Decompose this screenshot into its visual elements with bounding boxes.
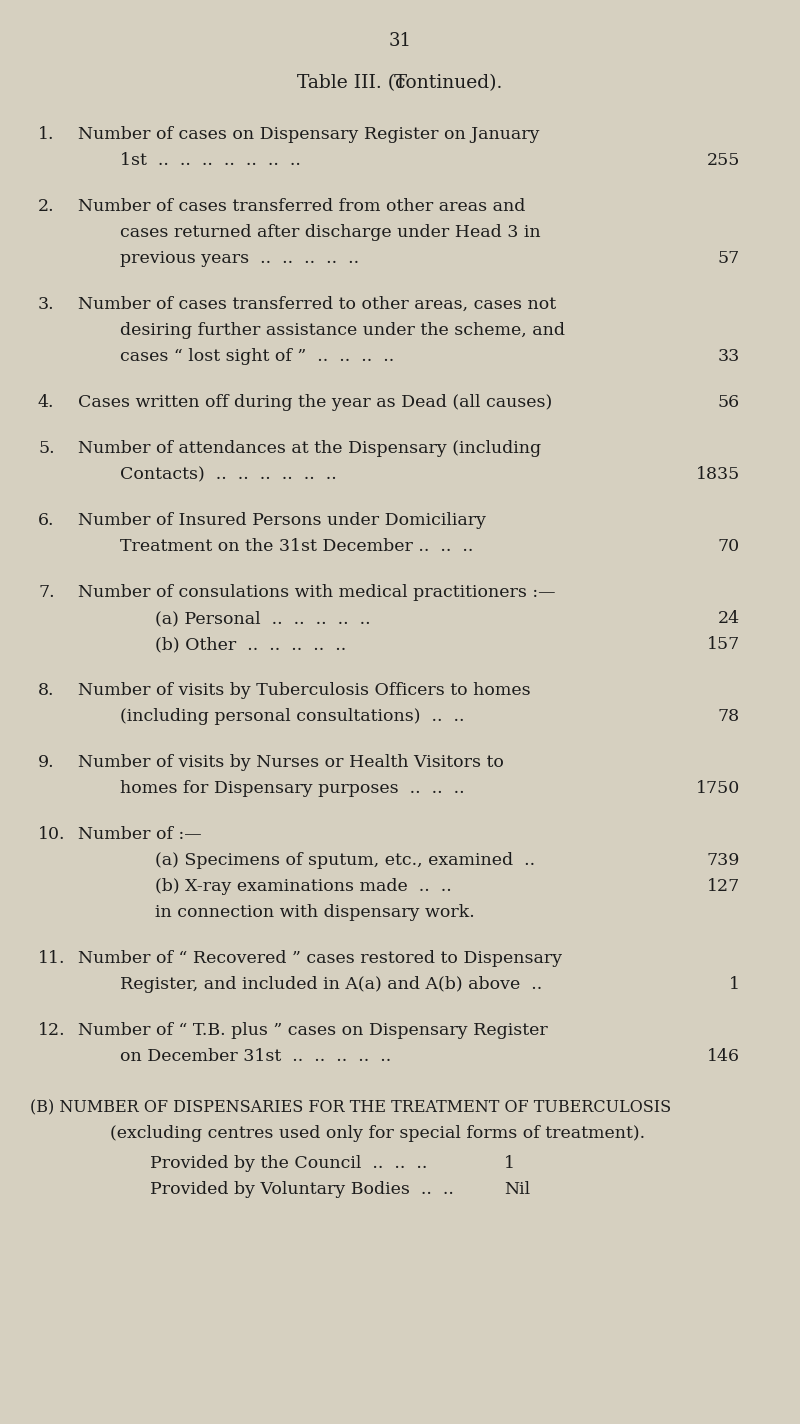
Text: Number of attendances at the Dispensary (including: Number of attendances at the Dispensary … bbox=[78, 440, 541, 457]
Text: desiring further assistance under the scheme, and: desiring further assistance under the sc… bbox=[120, 322, 565, 339]
Text: Treatment on the 31st December ..  ..  ..: Treatment on the 31st December .. .. .. bbox=[120, 538, 474, 555]
Text: Number of consulations with medical practitioners :—: Number of consulations with medical prac… bbox=[78, 584, 555, 601]
Text: in connection with dispensary work.: in connection with dispensary work. bbox=[155, 904, 474, 921]
Text: 4.: 4. bbox=[38, 394, 54, 412]
Text: Register, and included in A(a) and A(b) above  ..: Register, and included in A(a) and A(b) … bbox=[120, 975, 542, 993]
Text: previous years  ..  ..  ..  ..  ..: previous years .. .. .. .. .. bbox=[120, 251, 359, 268]
Text: Table III. (continued).: Table III. (continued). bbox=[298, 74, 502, 93]
Text: 739: 739 bbox=[706, 852, 740, 869]
Text: (a) Specimens of sputum, etc., examined  ..: (a) Specimens of sputum, etc., examined … bbox=[155, 852, 535, 869]
Text: Provided by the Council  ..  ..  ..: Provided by the Council .. .. .. bbox=[150, 1155, 427, 1172]
Text: 12.: 12. bbox=[38, 1022, 66, 1040]
Text: 57: 57 bbox=[718, 251, 740, 268]
Text: Cases written off during the year as Dead (all causes): Cases written off during the year as Dea… bbox=[78, 394, 552, 412]
Text: 127: 127 bbox=[706, 879, 740, 896]
Text: Number of :—: Number of :— bbox=[78, 826, 202, 843]
Text: 8.: 8. bbox=[38, 682, 54, 699]
Text: 157: 157 bbox=[706, 637, 740, 654]
Text: on December 31st  ..  ..  ..  ..  ..: on December 31st .. .. .. .. .. bbox=[120, 1048, 391, 1065]
Text: Nil: Nil bbox=[504, 1180, 530, 1198]
Text: 33: 33 bbox=[718, 347, 740, 365]
Text: 1: 1 bbox=[729, 975, 740, 993]
Text: Number of Insured Persons under Domiciliary: Number of Insured Persons under Domicili… bbox=[78, 513, 486, 528]
Text: 10.: 10. bbox=[38, 826, 66, 843]
Text: (excluding centres used only for special forms of treatment).: (excluding centres used only for special… bbox=[110, 1125, 645, 1142]
Text: (a) Personal  ..  ..  ..  ..  ..: (a) Personal .. .. .. .. .. bbox=[155, 609, 370, 627]
Text: (including personal consultations)  ..  ..: (including personal consultations) .. .. bbox=[120, 708, 465, 725]
Text: 56: 56 bbox=[718, 394, 740, 412]
Text: (b) X-ray examinations made  ..  ..: (b) X-ray examinations made .. .. bbox=[155, 879, 452, 896]
Text: 11.: 11. bbox=[38, 950, 66, 967]
Text: T: T bbox=[394, 74, 406, 93]
Text: 1.: 1. bbox=[38, 125, 54, 142]
Text: (b) Other  ..  ..  ..  ..  ..: (b) Other .. .. .. .. .. bbox=[155, 637, 346, 654]
Text: 70: 70 bbox=[718, 538, 740, 555]
Text: 5.: 5. bbox=[38, 440, 54, 457]
Text: 78: 78 bbox=[718, 708, 740, 725]
Text: 7.: 7. bbox=[38, 584, 54, 601]
Text: Number of “ T.B. plus ” cases on Dispensary Register: Number of “ T.B. plus ” cases on Dispens… bbox=[78, 1022, 548, 1040]
Text: (B) NUMBER OF DISPENSARIES FOR THE TREATMENT OF TUBERCULOSIS: (B) NUMBER OF DISPENSARIES FOR THE TREAT… bbox=[30, 1099, 671, 1116]
Text: 1: 1 bbox=[504, 1155, 515, 1172]
Text: cases “ lost sight of ”  ..  ..  ..  ..: cases “ lost sight of ” .. .. .. .. bbox=[120, 347, 394, 365]
Text: 31: 31 bbox=[389, 31, 411, 50]
Text: Number of “ Recovered ” cases restored to Dispensary: Number of “ Recovered ” cases restored t… bbox=[78, 950, 562, 967]
Text: 146: 146 bbox=[707, 1048, 740, 1065]
Text: Number of visits by Nurses or Health Visitors to: Number of visits by Nurses or Health Vis… bbox=[78, 753, 504, 770]
Text: homes for Dispensary purposes  ..  ..  ..: homes for Dispensary purposes .. .. .. bbox=[120, 780, 465, 797]
Text: Number of cases transferred from other areas and: Number of cases transferred from other a… bbox=[78, 198, 526, 215]
Text: Number of visits by Tuberculosis Officers to homes: Number of visits by Tuberculosis Officer… bbox=[78, 682, 530, 699]
Text: cases returned after discharge under Head 3 in: cases returned after discharge under Hea… bbox=[120, 224, 541, 241]
Text: Number of cases on Dispensary Register on January: Number of cases on Dispensary Register o… bbox=[78, 125, 539, 142]
Text: Number of cases transferred to other areas, cases not: Number of cases transferred to other are… bbox=[78, 296, 556, 313]
Text: 1835: 1835 bbox=[696, 466, 740, 483]
Text: Contacts)  ..  ..  ..  ..  ..  ..: Contacts) .. .. .. .. .. .. bbox=[120, 466, 337, 483]
Text: 255: 255 bbox=[706, 152, 740, 169]
Text: 2.: 2. bbox=[38, 198, 54, 215]
Text: 9.: 9. bbox=[38, 753, 54, 770]
Text: 1750: 1750 bbox=[696, 780, 740, 797]
Text: Provided by Voluntary Bodies  ..  ..: Provided by Voluntary Bodies .. .. bbox=[150, 1180, 454, 1198]
Text: 3.: 3. bbox=[38, 296, 54, 313]
Text: 6.: 6. bbox=[38, 513, 54, 528]
Text: 24: 24 bbox=[718, 609, 740, 627]
Text: 1st  ..  ..  ..  ..  ..  ..  ..: 1st .. .. .. .. .. .. .. bbox=[120, 152, 301, 169]
